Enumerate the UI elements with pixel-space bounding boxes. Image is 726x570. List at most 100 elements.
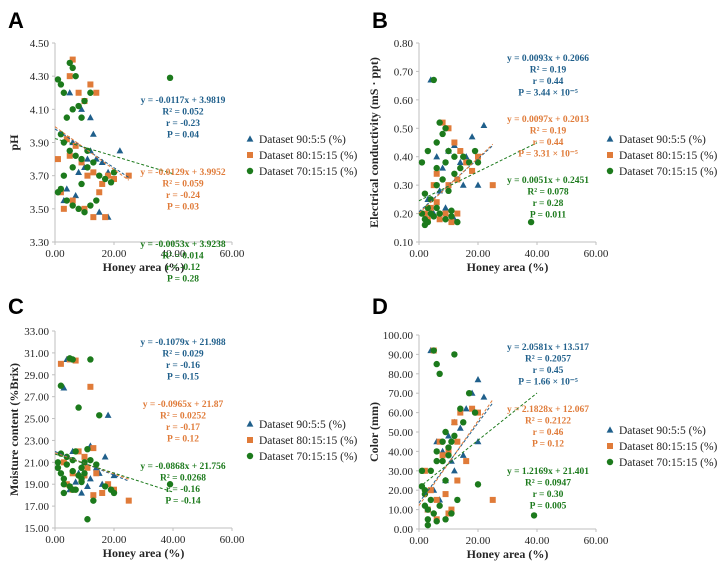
regression-stat: R² = 0.0947	[525, 479, 571, 489]
data-point	[454, 210, 461, 217]
data-point	[445, 452, 452, 459]
legend-marker-triangle	[246, 135, 254, 142]
data-point	[57, 470, 65, 477]
data-point	[442, 428, 449, 436]
data-point	[84, 482, 91, 490]
regression-stat: R² = 0.059	[162, 180, 203, 190]
legend-marker-square	[607, 152, 613, 158]
data-point	[116, 147, 124, 154]
data-point	[66, 59, 73, 67]
data-point	[78, 105, 85, 112]
y-tick-label: 0.30	[394, 180, 414, 192]
data-point	[439, 438, 446, 445]
x-tick-label: 20.00	[102, 248, 127, 260]
x-axis-title: Honey area (%)	[103, 546, 185, 560]
data-point	[451, 432, 458, 440]
data-point	[424, 516, 432, 523]
series-square	[421, 347, 496, 523]
data-point	[433, 360, 440, 368]
data-point	[433, 204, 440, 212]
data-point	[110, 471, 118, 479]
data-point	[457, 405, 464, 412]
data-point	[87, 202, 94, 209]
data-point	[427, 196, 434, 203]
data-point	[418, 159, 426, 166]
data-point	[448, 506, 455, 513]
data-point	[471, 147, 479, 155]
data-point	[57, 360, 64, 367]
y-tick-label: 33.00	[24, 326, 49, 338]
y-axis-title: pH	[7, 134, 21, 151]
series-square	[57, 356, 132, 504]
y-tick-label: 100.00	[383, 330, 414, 342]
data-point	[451, 139, 458, 146]
data-point	[84, 446, 91, 453]
data-point	[460, 153, 467, 160]
data-point	[442, 477, 449, 484]
data-point	[433, 496, 440, 503]
data-point	[454, 176, 461, 183]
data-point	[90, 492, 97, 499]
regression-stat: R² = 0.19	[530, 127, 567, 137]
data-point	[427, 467, 434, 474]
data-point	[69, 164, 76, 171]
data-point	[93, 470, 100, 477]
data-point	[63, 185, 71, 192]
x-axis-title: Honey area (%)	[467, 260, 549, 274]
data-point	[104, 411, 112, 418]
regression-stat: r = 0.30	[533, 490, 564, 500]
data-point	[99, 180, 106, 187]
x-tick-label: 40.00	[161, 534, 186, 546]
regression-stat: y = -0.0129x + 3.9952	[140, 168, 225, 178]
data-point	[60, 205, 67, 212]
data-point	[448, 213, 455, 220]
data-point	[81, 205, 88, 212]
y-tick-label: 3.70	[30, 171, 50, 183]
data-point	[69, 197, 76, 204]
data-point	[475, 153, 481, 160]
data-point	[63, 136, 70, 143]
data-point	[63, 461, 70, 468]
y-tick-label: 0.00	[394, 524, 414, 536]
y-tick-label: 3.30	[30, 237, 50, 249]
y-tick-label: 19.00	[24, 479, 49, 491]
regression-stat: y = -0.1079x + 21.988	[140, 338, 225, 348]
data-point	[107, 179, 115, 186]
data-point	[424, 218, 432, 226]
legend-marker-square	[247, 152, 253, 158]
data-point	[89, 130, 97, 137]
data-point	[81, 459, 88, 466]
x-tick-label: 40.00	[161, 248, 186, 260]
y-tick-label: 3.50	[30, 204, 50, 216]
legend-label: Dataset 70:15:15 (%)	[619, 166, 718, 178]
series-circle	[418, 347, 538, 529]
trend-line	[54, 453, 174, 493]
y-axis-title: Electrical conductivity (mS · ppt)	[367, 57, 381, 228]
regression-stat: R² = 0.19	[530, 66, 567, 76]
regression-stat: P = 0.011	[530, 211, 567, 221]
legend-marker-circle	[246, 452, 254, 460]
regression-stat: P = 0.03	[167, 203, 199, 213]
data-point	[451, 419, 458, 426]
data-point	[69, 106, 76, 113]
data-point	[451, 170, 458, 177]
data-point	[489, 182, 496, 189]
data-point	[90, 214, 97, 221]
y-tick-label: 20.00	[388, 485, 413, 497]
regression-stat: r = -0.16	[166, 361, 200, 371]
data-point	[60, 89, 68, 96]
data-point	[530, 512, 538, 519]
data-point	[84, 164, 91, 171]
data-point	[101, 483, 109, 490]
trend-line	[418, 145, 494, 213]
regression-stat: R² = 0.014	[162, 252, 203, 262]
data-point	[111, 175, 117, 182]
data-point	[474, 438, 482, 445]
series-circle	[54, 355, 174, 523]
data-point	[81, 208, 88, 216]
regression-stat: y = -0.0053x + 3.9238	[140, 240, 225, 250]
data-point	[93, 89, 100, 96]
data-point	[465, 159, 473, 166]
data-point	[430, 76, 437, 84]
trend-line	[54, 138, 174, 175]
